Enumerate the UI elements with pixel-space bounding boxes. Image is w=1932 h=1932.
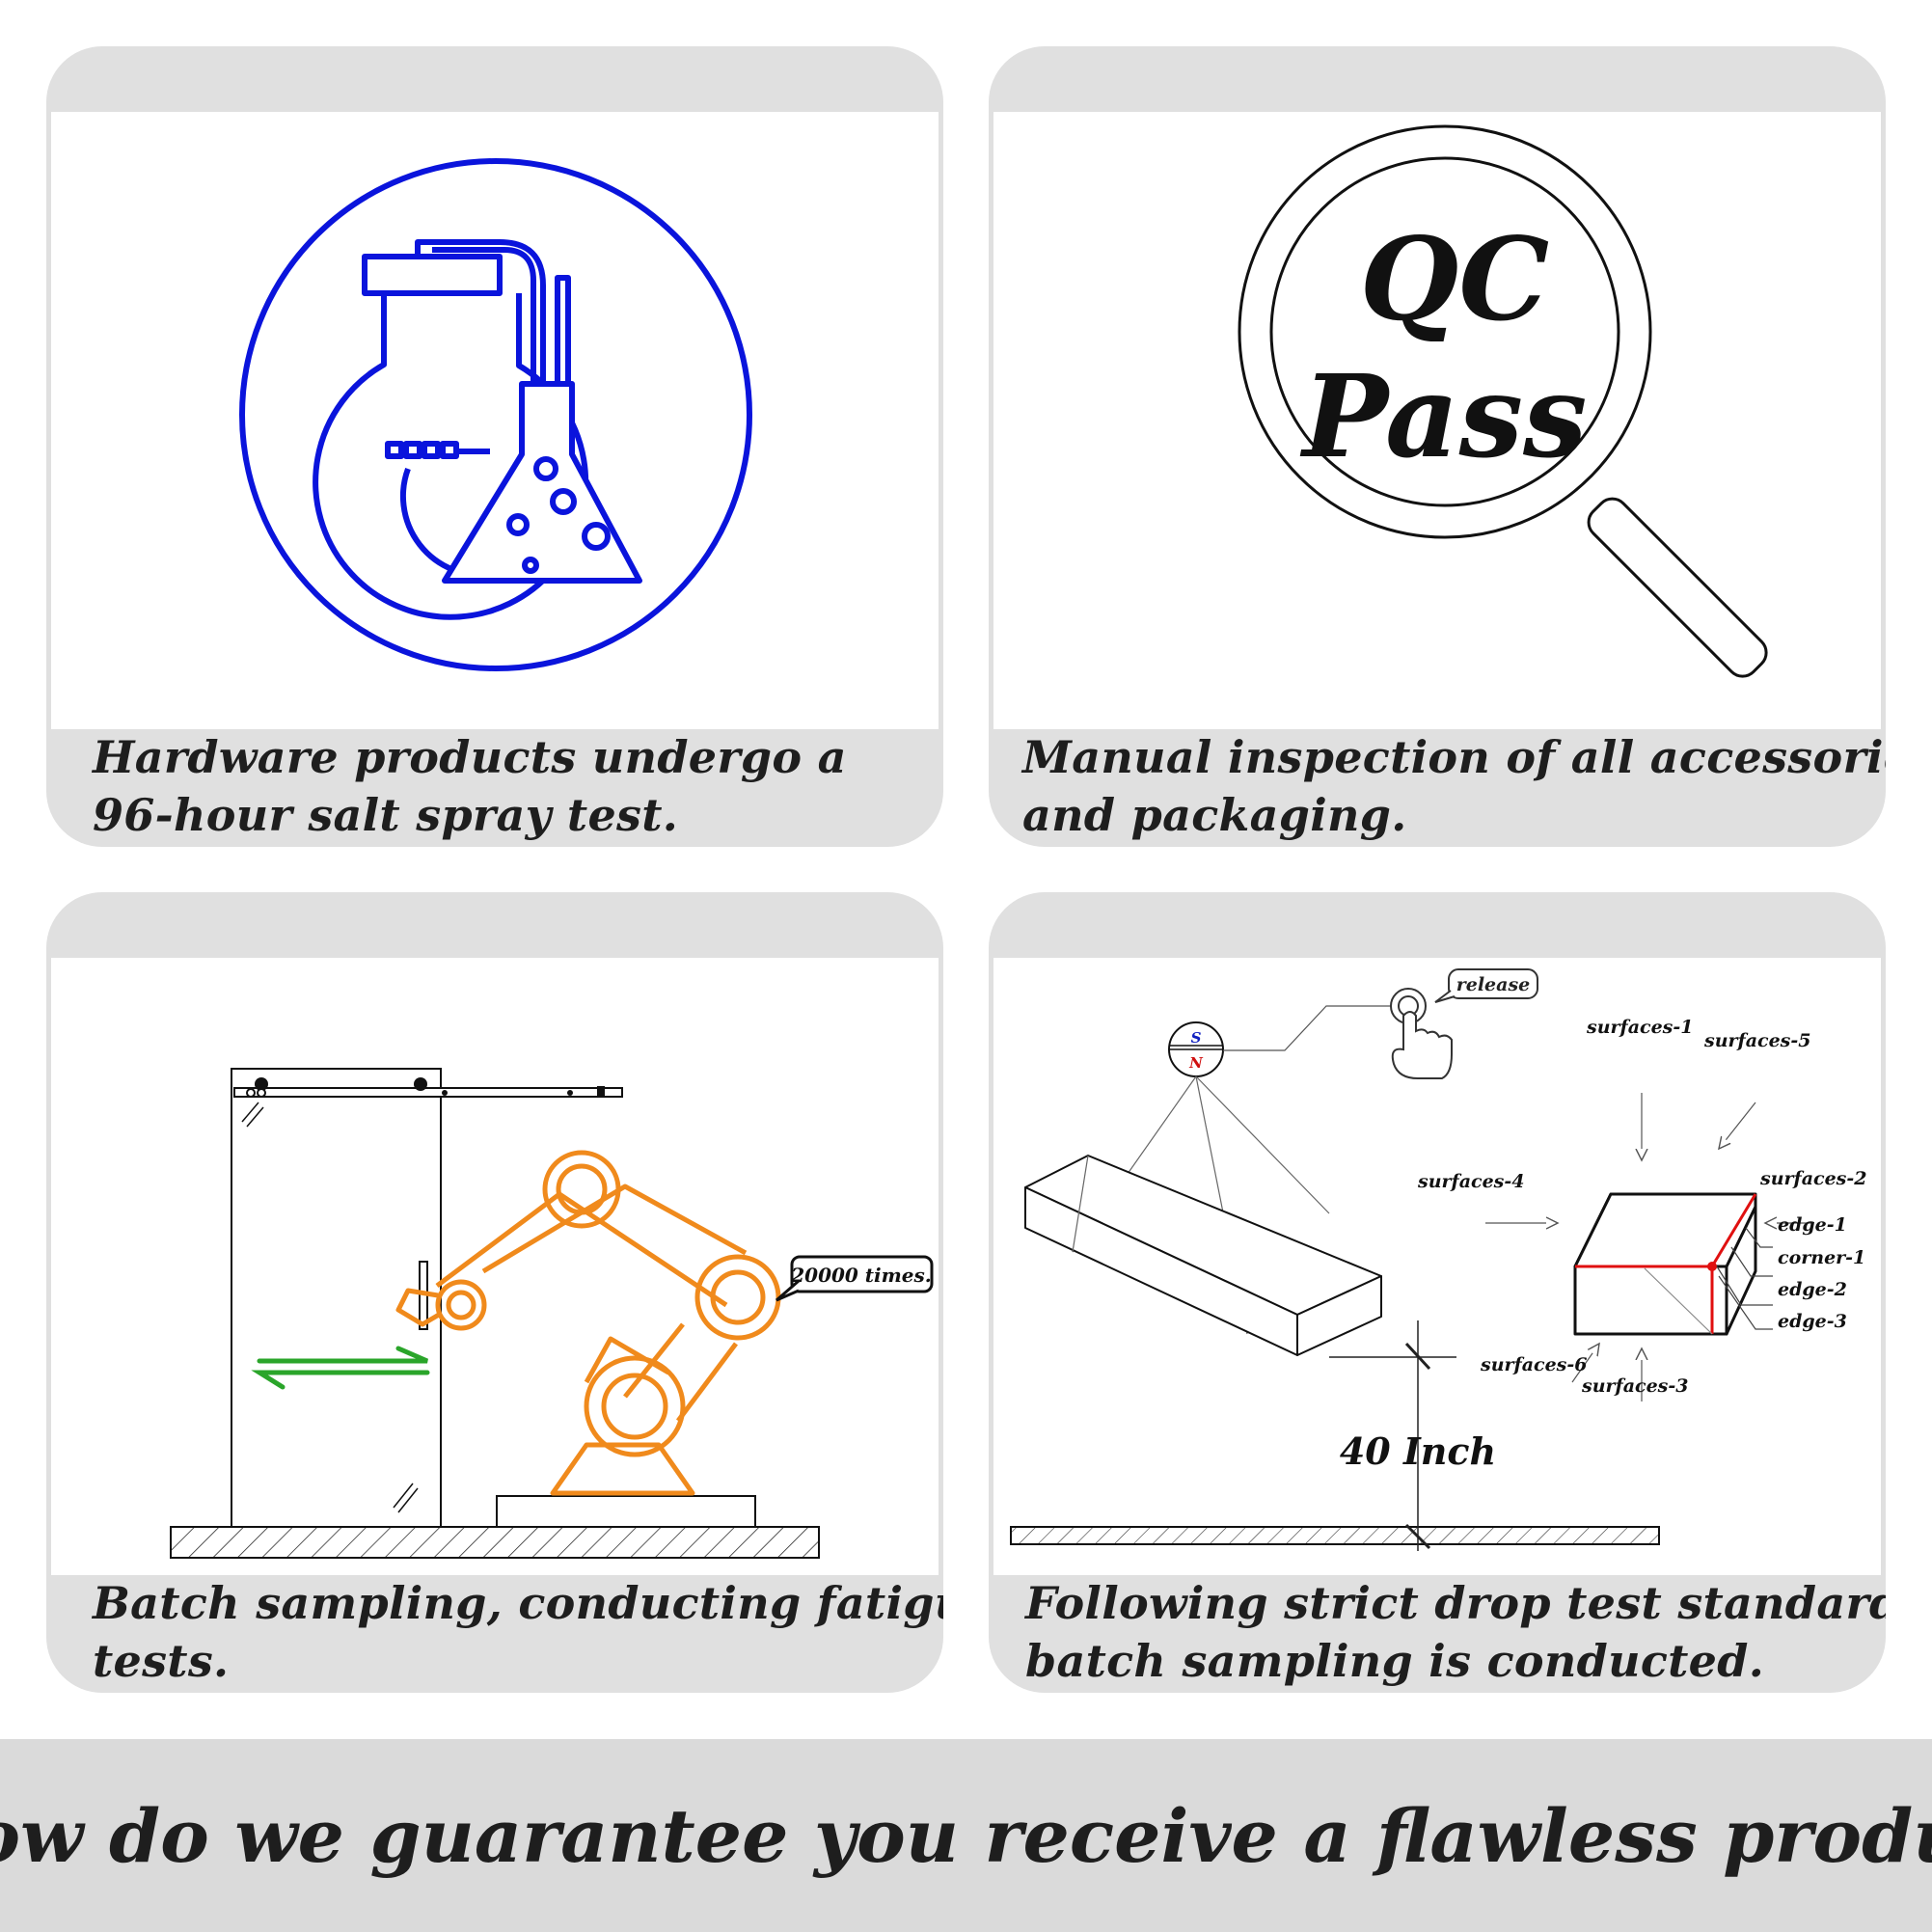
panel-salt-spray: Hardware products undergo a 96-hour salt…: [46, 46, 943, 847]
flask-icon: [239, 158, 752, 671]
caption-line-2: and packaging.: [1022, 789, 1407, 841]
surfaces-5-label: surfaces-5: [1703, 1030, 1810, 1051]
corner-1-label: corner-1: [1778, 1247, 1865, 1268]
panel-illustration: QC Pass: [993, 112, 1881, 729]
magnifier-icon: QC Pass: [1238, 124, 1768, 678]
panel-illustration: 20000 times.: [51, 958, 939, 1575]
panel-caption: Following strict drop test standards, ba…: [1025, 1575, 1886, 1689]
pass-label: Pass: [1300, 349, 1588, 483]
panel-caption: Manual inspection of all accessories and…: [1022, 729, 1886, 843]
drop-height-label: 40 Inch: [1340, 1429, 1496, 1473]
robot-arm-icon: 20000 times.: [170, 1068, 934, 1559]
magnet-s-label: S: [1191, 1029, 1202, 1047]
magnet-n-label: N: [1188, 1054, 1204, 1072]
surfaces-3-label: surfaces-3: [1581, 1375, 1688, 1397]
caption-line-2: tests.: [93, 1635, 230, 1687]
caption-line-1: Following strict drop test standards,: [1025, 1577, 1886, 1629]
edge-2-label: edge-2: [1778, 1279, 1847, 1300]
panel-qc-pass: QC Pass Manual inspection of all accesso…: [989, 46, 1886, 847]
caption-line-2: 96-hour salt spray test.: [93, 789, 679, 841]
caption-line-1: Manual inspection of all accessories: [1022, 731, 1886, 783]
footer-banner: How do we guarantee you receive a flawle…: [0, 1739, 1932, 1932]
surfaces-6-label: surfaces-6: [1480, 1354, 1587, 1375]
release-label: release: [1456, 974, 1531, 995]
caption-line-1: Hardware products undergo a: [93, 731, 847, 783]
cycles-callout: 20000 times.: [790, 1264, 932, 1287]
edge-1-label: edge-1: [1778, 1214, 1847, 1236]
hand-icon: [1391, 1011, 1453, 1079]
surfaces-4-label: surfaces-4: [1417, 1171, 1524, 1192]
panel-fatigue-test: 20000 times. Batch sampling, conducting …: [46, 892, 943, 1693]
footer-headline: How do we guarantee you receive a flawle…: [0, 1792, 1932, 1879]
qc-label: QC: [1360, 212, 1550, 346]
drop-test-icon: S N release: [1010, 968, 1866, 1551]
panel-caption: Batch sampling, conducting fatigue tests…: [93, 1575, 943, 1689]
panel-drop-test: S N release: [989, 892, 1886, 1693]
panel-illustration: S N release: [993, 958, 1881, 1575]
panel-caption: Hardware products undergo a 96-hour salt…: [93, 729, 932, 843]
panel-illustration: [51, 112, 939, 729]
edge-3-label: edge-3: [1778, 1311, 1847, 1332]
caption-line-2: batch sampling is conducted.: [1025, 1635, 1765, 1687]
surfaces-2-label: surfaces-2: [1759, 1168, 1866, 1189]
surfaces-1-label: surfaces-1: [1586, 1017, 1693, 1038]
caption-line-1: Batch sampling, conducting fatigue: [93, 1577, 943, 1629]
